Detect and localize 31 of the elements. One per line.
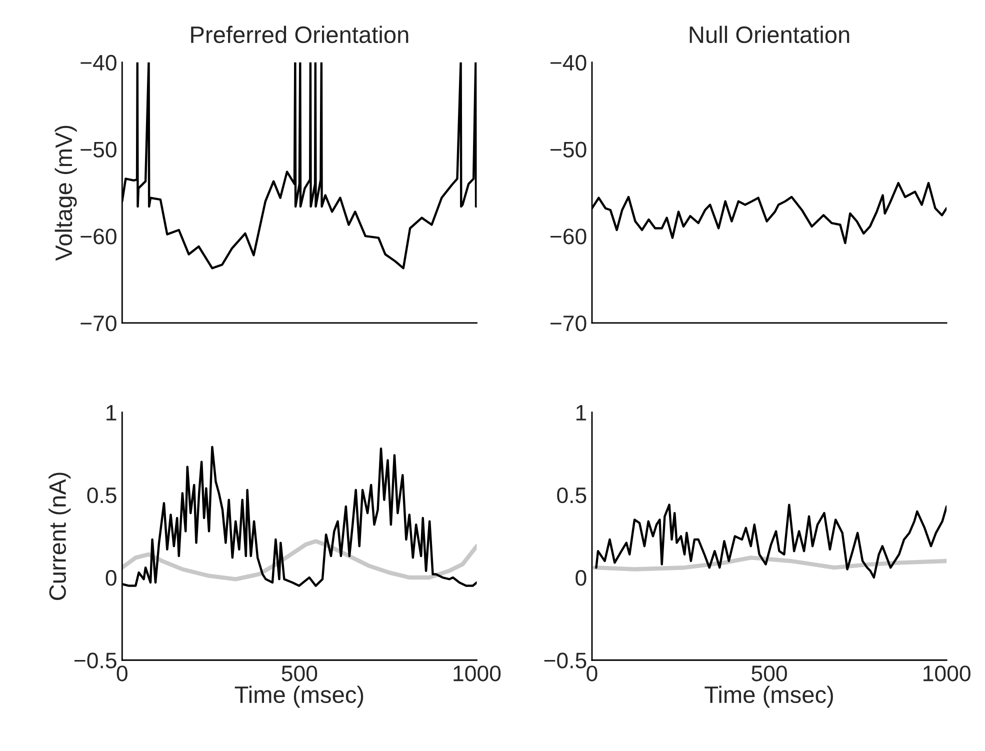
line-series xyxy=(122,539,477,582)
y-tick-label: 1 xyxy=(576,405,586,420)
y-axis-title: Voltage (mV) xyxy=(54,126,77,261)
x-tick-label: 1000 xyxy=(454,666,501,682)
y-tick-label: 0.5 xyxy=(557,487,586,504)
line-series xyxy=(592,556,947,572)
x-tick-label: 500 xyxy=(752,666,787,682)
x-tick-label: 0 xyxy=(586,666,598,682)
y-tick-label: −50 xyxy=(550,142,586,158)
y-tick-label: −70 xyxy=(80,315,116,332)
y-tick-label: 0 xyxy=(576,570,586,586)
y-tick-label: 0.5 xyxy=(87,487,116,504)
y-tick-label: −0.5 xyxy=(74,652,116,668)
y-tick-label: −70 xyxy=(550,315,586,332)
line-series xyxy=(595,504,947,579)
y-axis-title: Current (nA) xyxy=(48,472,71,600)
y-tick-label: −60 xyxy=(550,228,586,244)
x-tick-label: 1000 xyxy=(924,666,970,682)
x-tick-label: 500 xyxy=(282,666,318,682)
y-tick-label: −40 xyxy=(80,54,116,71)
y-tick-label: −50 xyxy=(80,142,116,158)
x-axis-title: Time (msec) xyxy=(704,686,833,708)
x-tick-label: 0 xyxy=(116,666,128,682)
y-tick-label: −40 xyxy=(550,54,586,71)
y-tick-label: −60 xyxy=(80,228,116,244)
chart-title: Null Orientation xyxy=(690,26,850,44)
chart-title: Preferred Orientation xyxy=(191,26,408,44)
y-tick-label: 0 xyxy=(106,570,116,586)
y-tick-label: 1 xyxy=(106,405,116,420)
x-axis-title: Time (msec) xyxy=(234,686,364,708)
y-tick-label: −0.5 xyxy=(544,652,586,668)
